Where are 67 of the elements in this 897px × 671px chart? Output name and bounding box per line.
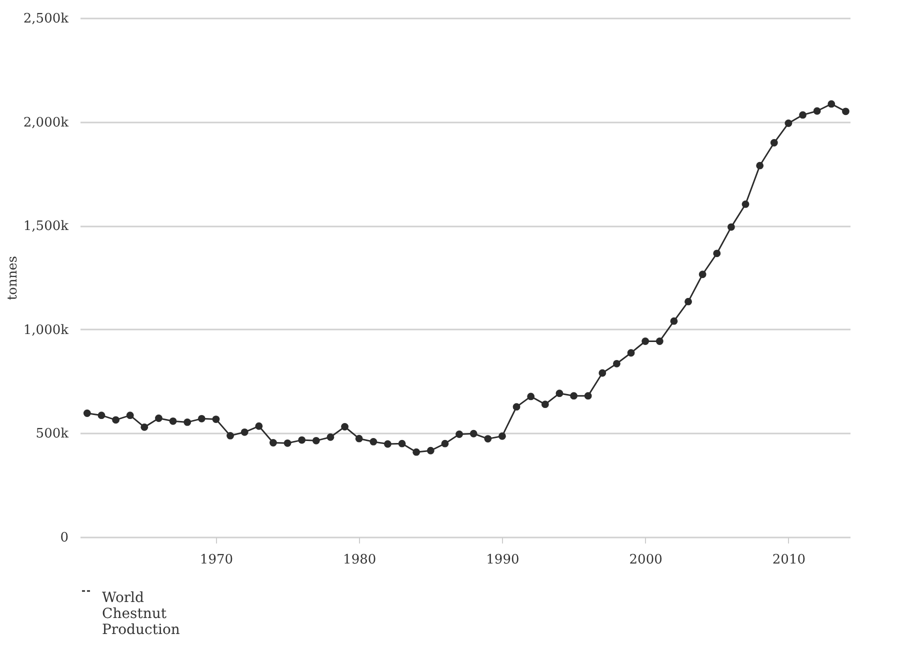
point — [284, 439, 292, 447]
x-tick-label: 1990 — [486, 552, 520, 568]
point — [541, 400, 549, 408]
point — [184, 418, 192, 426]
point — [155, 414, 162, 422]
point — [270, 439, 277, 446]
point — [770, 139, 778, 146]
x-tick-label: 1970 — [200, 552, 234, 568]
y-tick-label: 2,500k — [23, 12, 69, 26]
y-tick-label: 1,000k — [23, 322, 69, 338]
point — [556, 390, 564, 398]
point — [684, 298, 692, 306]
y-tick-label: 1,500k — [23, 219, 69, 234]
point — [140, 423, 148, 431]
point — [240, 428, 248, 436]
y-tick-label: 0 — [60, 530, 68, 546]
point — [412, 448, 420, 456]
point — [570, 392, 578, 400]
x-tick-label: 2010 — [772, 552, 806, 568]
point — [512, 403, 520, 411]
point — [83, 410, 91, 417]
point — [713, 250, 721, 258]
point — [627, 349, 635, 357]
point — [169, 417, 177, 425]
point — [799, 111, 806, 119]
x-tick-label: 2000 — [629, 552, 662, 568]
point — [112, 416, 120, 424]
point — [484, 435, 492, 443]
point — [613, 360, 620, 368]
point — [728, 223, 735, 231]
point — [126, 412, 134, 420]
legend-label: World Chestnut Production — [102, 590, 180, 638]
point — [198, 414, 206, 422]
point — [456, 430, 463, 438]
y-tick-label: 2,000k — [23, 115, 69, 130]
point — [756, 162, 764, 170]
point — [527, 392, 535, 400]
point — [670, 317, 678, 325]
point — [813, 107, 821, 115]
point — [498, 432, 506, 440]
point — [656, 338, 664, 345]
point — [842, 108, 850, 116]
point — [398, 440, 406, 448]
point — [255, 422, 263, 430]
point — [742, 200, 750, 208]
point — [326, 433, 334, 441]
point — [298, 436, 306, 444]
point — [98, 412, 106, 420]
point — [470, 430, 478, 438]
point — [598, 369, 606, 377]
point — [341, 423, 348, 430]
y-tick-label: 500k — [36, 426, 69, 442]
point — [441, 440, 449, 448]
point — [642, 338, 650, 345]
point — [212, 416, 220, 423]
y-axis-title: tonnes — [5, 256, 20, 300]
point — [828, 100, 836, 108]
point — [426, 446, 434, 454]
point — [312, 436, 320, 444]
point — [370, 438, 378, 446]
point — [784, 120, 792, 127]
point — [698, 270, 706, 278]
point — [584, 392, 592, 400]
x-tick-label: 1980 — [343, 552, 376, 568]
point — [355, 434, 363, 442]
point — [384, 440, 392, 448]
point — [226, 432, 234, 440]
